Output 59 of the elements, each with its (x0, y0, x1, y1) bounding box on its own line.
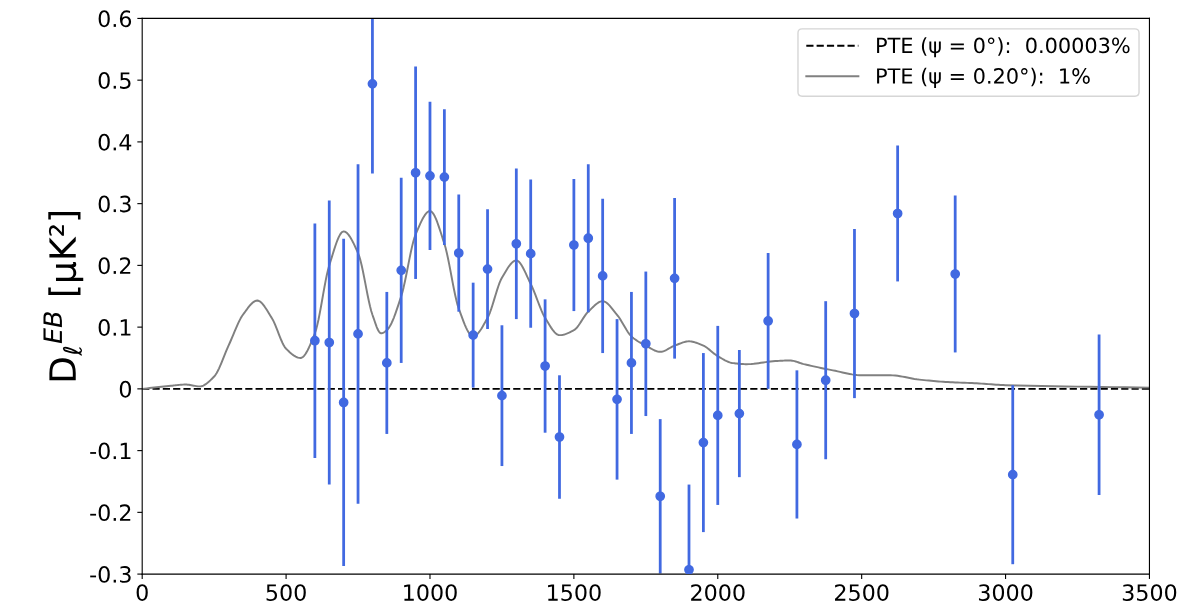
point (849, 308, 860, 319)
point (468, 330, 479, 341)
point (1007, 469, 1018, 480)
y-axis-title: D$_{ℓ}$$^{EB}$ [μK²] (43, 211, 84, 381)
legend-label: PTE (ψ = 0.20°): 1% (877, 67, 1090, 88)
y-tick-label: 0.5 (98, 72, 131, 89)
point (820, 375, 831, 386)
point (367, 79, 378, 89)
point (950, 269, 961, 279)
legend-label: PTE (ψ = 0°): 0.00003% (877, 37, 1130, 58)
point (640, 338, 651, 349)
point (425, 170, 435, 181)
y-tick-label: 0.4 (98, 133, 132, 151)
point (612, 394, 622, 405)
x-tick-label: 500 (266, 584, 306, 602)
point (583, 233, 594, 244)
y-tick-label: 0.1 (98, 319, 131, 336)
point (511, 238, 522, 249)
point (569, 240, 579, 250)
point (597, 271, 608, 281)
point (353, 329, 363, 339)
y-tick-label: -0.2 (90, 504, 131, 522)
point (892, 208, 903, 219)
y-tick-label: -0.1 (90, 442, 131, 460)
y-tick-label: 0.3 (98, 195, 131, 213)
y-tick-label: -0.3 (90, 566, 131, 583)
point (410, 167, 421, 178)
point (310, 335, 320, 346)
point (525, 248, 536, 259)
x-tick-label: 0 (136, 584, 148, 602)
x-tick-label: 3000 (978, 584, 1033, 602)
point (381, 358, 392, 368)
x-tick-label: 2500 (835, 584, 889, 602)
point (482, 264, 493, 274)
point (396, 265, 407, 276)
point (453, 248, 464, 258)
point (324, 337, 335, 348)
y-tick-label: 0.2 (98, 257, 131, 275)
x-tick-label: 2000 (691, 584, 745, 602)
point (734, 408, 745, 419)
point (497, 390, 507, 401)
point (684, 564, 694, 575)
point (540, 361, 550, 371)
point (338, 397, 349, 408)
point (763, 316, 773, 326)
point (698, 437, 709, 448)
point (655, 491, 666, 502)
point (792, 439, 802, 450)
x-tick-label: 3500 (1122, 584, 1177, 602)
y-tick-label: 0 (119, 380, 131, 398)
x-tick-label: 1000 (404, 584, 457, 602)
point (669, 273, 680, 284)
point (554, 432, 565, 442)
point (439, 172, 450, 182)
y-tick-label: 0.6 (98, 10, 132, 28)
point (626, 358, 637, 368)
point (712, 410, 723, 421)
point (1094, 409, 1104, 420)
x-tick-label: 1500 (548, 584, 601, 602)
